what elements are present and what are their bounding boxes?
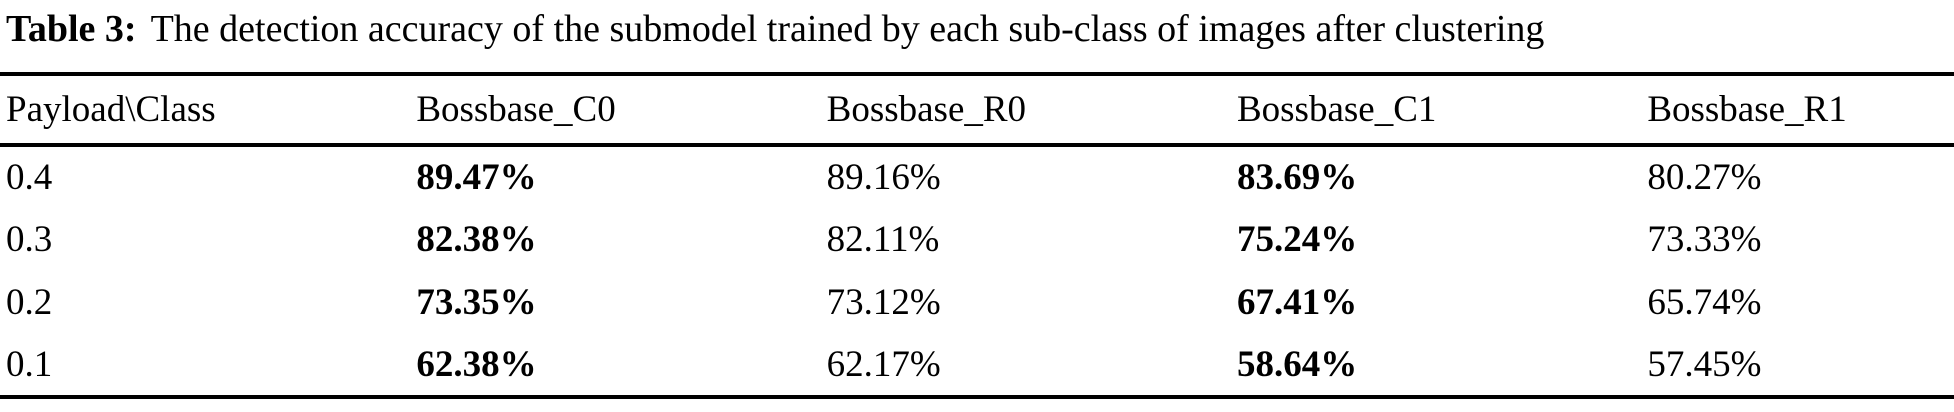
bossbase-r0-cell: 89.16% — [826, 157, 941, 198]
table-row: 0.3 82.38% 82.11% 75.24% 73.33% — [0, 208, 1954, 271]
bossbase-r0-cell: 82.11% — [826, 219, 940, 260]
table-row: 0.1 62.38% 62.17% 58.64% 57.45% — [0, 334, 1954, 397]
bossbase-r1-cell: 80.27% — [1647, 157, 1762, 198]
column-header-bossbase-r0: Bossbase_R0 — [826, 89, 1027, 130]
payload-cell: 0.1 — [6, 344, 53, 385]
bossbase-r1-cell: 65.74% — [1647, 282, 1762, 323]
column-header-bossbase-r1: Bossbase_R1 — [1647, 89, 1847, 130]
column-header-payload-class: Payload\Class — [6, 89, 216, 130]
table-figure: Table 3: The detection accuracy of the su… — [0, 0, 1954, 399]
table-caption-label: Table 3: — [6, 8, 137, 50]
bossbase-r0-cell: 62.17% — [826, 344, 941, 385]
header-row: Payload\Class Bossbase_C0 Bossbase_R0 Bo… — [0, 74, 1954, 145]
payload-cell: 0.2 — [6, 282, 53, 323]
detection-accuracy-table: Payload\Class Bossbase_C0 Bossbase_R0 Bo… — [0, 72, 1954, 399]
table-caption-text: The detection accuracy of the submodel t… — [150, 8, 1545, 50]
bossbase-r0-cell: 73.12% — [826, 282, 941, 323]
column-header-bossbase-c0: Bossbase_C0 — [416, 89, 616, 130]
bossbase-c1-cell: 83.69% — [1236, 157, 1358, 198]
bossbase-c1-cell: 58.64% — [1236, 344, 1358, 385]
bossbase-c1-cell: 67.41% — [1236, 282, 1358, 323]
bossbase-c1-cell: 75.24% — [1236, 219, 1358, 260]
bossbase-r1-cell: 73.33% — [1647, 219, 1762, 260]
bossbase-r1-cell: 57.45% — [1647, 344, 1762, 385]
table-caption: Table 3: The detection accuracy of the su… — [0, 0, 1954, 72]
table-row: 0.2 73.35% 73.12% 67.41% 65.74% — [0, 271, 1954, 334]
table-row: 0.4 89.47% 89.16% 83.69% 80.27% — [0, 145, 1954, 208]
payload-cell: 0.3 — [6, 219, 53, 260]
bossbase-c0-cell: 73.35% — [416, 282, 537, 323]
payload-cell: 0.4 — [6, 157, 53, 198]
bossbase-c0-cell: 82.38% — [416, 219, 537, 260]
bossbase-c0-cell: 89.47% — [416, 157, 537, 198]
column-header-bossbase-c1: Bossbase_C1 — [1236, 89, 1437, 130]
bossbase-c0-cell: 62.38% — [416, 344, 537, 385]
